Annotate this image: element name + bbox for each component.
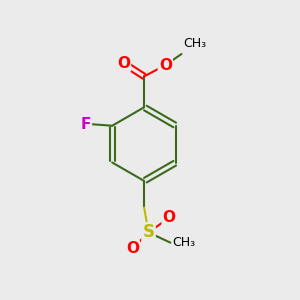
Text: CH₃: CH₃ bbox=[183, 38, 206, 50]
Text: S: S bbox=[142, 224, 154, 242]
Text: O: O bbox=[163, 210, 176, 225]
Text: O: O bbox=[159, 58, 172, 73]
Text: O: O bbox=[126, 241, 139, 256]
Text: CH₃: CH₃ bbox=[172, 236, 195, 249]
Text: O: O bbox=[117, 56, 130, 70]
Text: F: F bbox=[80, 117, 91, 132]
